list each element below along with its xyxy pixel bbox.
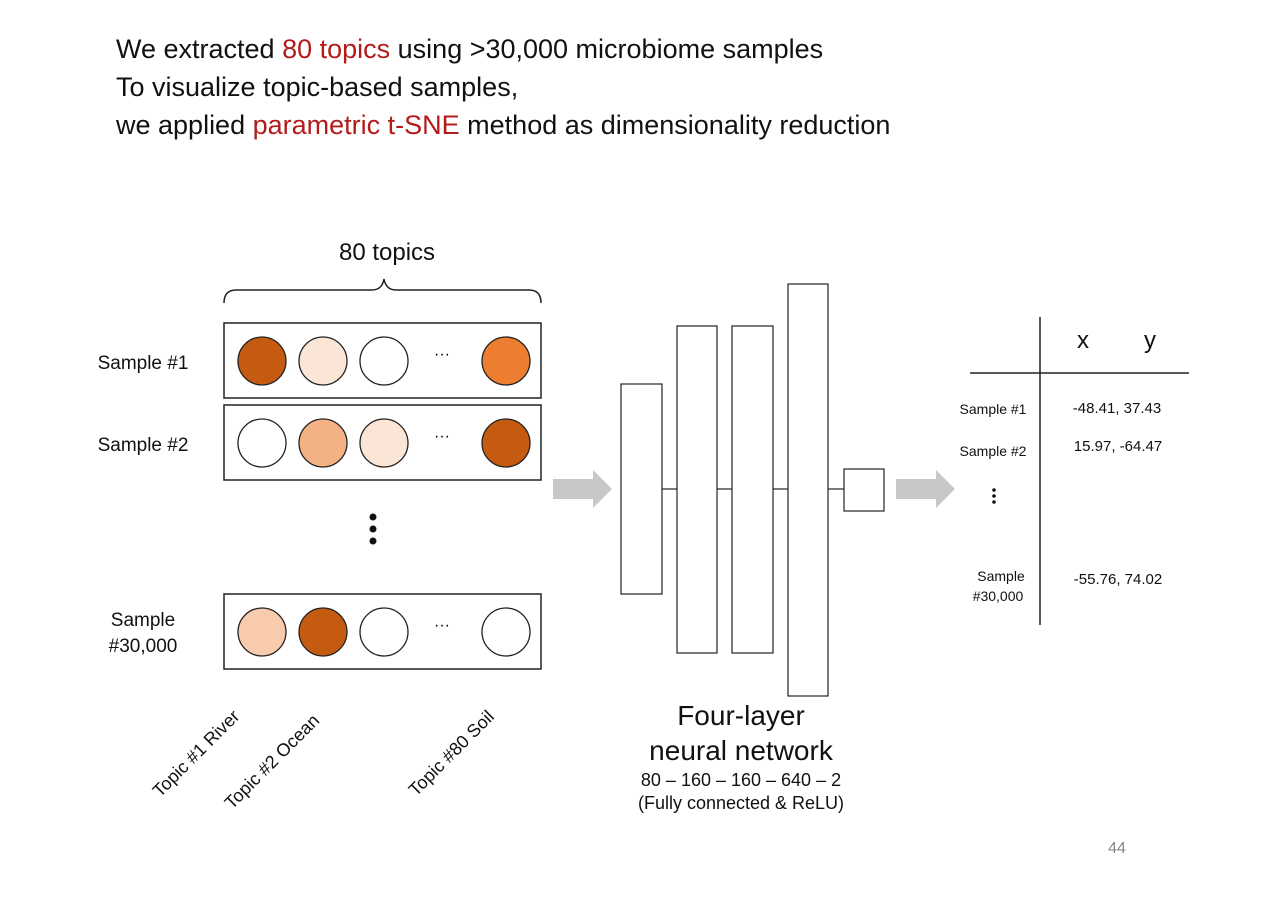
nn-layer-3 (731, 325, 774, 654)
topic-weight-circle (298, 418, 348, 468)
topic-label-soil: Topic #80 Soil (405, 706, 498, 799)
table-row-label: Sample #1 (960, 401, 1027, 417)
topic-weight-circle (298, 336, 348, 386)
topic-weight-circle (481, 607, 531, 657)
nn-title-line-1: Four-layer (677, 700, 805, 731)
sample-rows: ··· Sample #1 ··· Sample #2 ··· Sample #30,000 (98, 322, 542, 670)
output-table: x y Sample #1 -48.41, 37.43 Sample #2 15… (960, 317, 1189, 625)
sample-label: Sample (111, 610, 175, 631)
vertical-ellipsis-icon (369, 513, 377, 545)
table-row-value: 15.97, -64.47 (1074, 438, 1162, 455)
topics-brace (223, 278, 542, 304)
nn-output-layer (843, 468, 885, 512)
headline-line-1: We extracted 80 topics using >30,000 mic… (116, 30, 890, 68)
sample-label: #30,000 (109, 636, 178, 657)
table-row-label: Sample (977, 568, 1025, 584)
table-row-label: Sample #2 (960, 443, 1027, 459)
headline-text: We extracted (116, 34, 283, 64)
nn-layer-2 (676, 325, 718, 654)
topic-weight-circle (237, 607, 287, 657)
topics-count-label: 80 topics (339, 239, 435, 266)
headline-text: method as dimensionality reduction (459, 110, 891, 140)
topic-label-river: Topic #1 River (149, 706, 244, 801)
topic-weight-circle (359, 607, 409, 657)
table-row-value: -48.41, 37.43 (1073, 400, 1161, 417)
headline-line-3: we applied parametric t-SNE method as di… (116, 106, 890, 144)
nn-layer-sizes: 80 – 160 – 160 – 640 – 2 (641, 770, 841, 790)
nn-layer-1 (620, 383, 663, 595)
topic-weight-circle (359, 418, 409, 468)
headline-text: using >30,000 microbiome samples (390, 34, 824, 64)
sample-label: Sample #1 (98, 353, 189, 374)
topic-weight-circle (481, 418, 531, 468)
topic-weight-circle (237, 418, 287, 468)
nn-note: (Fully connected & ReLU) (638, 793, 844, 813)
table-vertical-ellipsis-icon (992, 488, 996, 504)
sample-row: ··· Sample #1 (98, 322, 542, 399)
sample-label: Sample #2 (98, 435, 189, 456)
table-row-label: #30,000 (973, 588, 1024, 604)
headline-line-2: To visualize topic-based samples, (116, 68, 890, 106)
topic-weight-circle (481, 336, 531, 386)
headline: We extracted 80 topics using >30,000 mic… (116, 30, 890, 144)
topic-weight-circle (298, 607, 348, 657)
table-row-value: -55.76, 74.02 (1074, 571, 1162, 588)
horizontal-ellipsis-icon: ··· (434, 346, 450, 363)
nn-title-line-2: neural network (649, 735, 834, 766)
arrow-right-icon (553, 470, 612, 508)
headline-text: we applied (116, 110, 253, 140)
sample-row: ··· Sample #30,000 (109, 593, 542, 670)
arrow-right-icon (896, 470, 955, 508)
table-header-y: y (1144, 327, 1156, 354)
topic-weight-circle (237, 336, 287, 386)
table-header-x: x (1077, 327, 1089, 354)
horizontal-ellipsis-icon: ··· (434, 428, 450, 445)
horizontal-ellipsis-icon: ··· (434, 617, 450, 634)
headline-highlight-method: parametric t-SNE (252, 110, 460, 140)
headline-text: To visualize topic-based samples, (116, 72, 519, 102)
nn-layer-4 (787, 283, 829, 697)
neural-network (620, 283, 885, 697)
headline-highlight-topics: 80 topics (282, 34, 391, 64)
page-number: 44 (1108, 840, 1126, 857)
sample-row: ··· Sample #2 (98, 404, 542, 481)
topic-weight-circle (359, 336, 409, 386)
